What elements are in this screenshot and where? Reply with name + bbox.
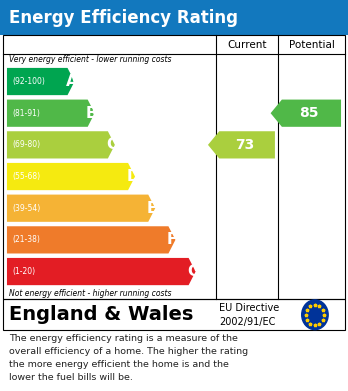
Text: EU Directive
2002/91/EC: EU Directive 2002/91/EC xyxy=(219,303,279,327)
Text: Potential: Potential xyxy=(288,39,334,50)
Polygon shape xyxy=(208,131,275,158)
Text: B: B xyxy=(86,106,97,121)
Text: C: C xyxy=(106,137,117,152)
Text: (55-68): (55-68) xyxy=(12,172,40,181)
Text: (81-91): (81-91) xyxy=(12,109,40,118)
Text: Current: Current xyxy=(227,39,267,50)
Bar xyxy=(3,35,345,299)
Bar xyxy=(3,299,345,330)
Text: The energy efficiency rating is a measure of the
overall efficiency of a home. T: The energy efficiency rating is a measur… xyxy=(9,334,248,382)
Polygon shape xyxy=(7,195,155,222)
Text: (21-38): (21-38) xyxy=(12,235,40,244)
Bar xyxy=(0,0,348,35)
Text: F: F xyxy=(167,232,177,248)
Text: 85: 85 xyxy=(300,106,319,120)
Text: (1-20): (1-20) xyxy=(12,267,35,276)
Text: Very energy efficient - lower running costs: Very energy efficient - lower running co… xyxy=(9,55,171,65)
Polygon shape xyxy=(271,100,341,127)
Text: England & Wales: England & Wales xyxy=(9,305,193,324)
Text: (39-54): (39-54) xyxy=(12,204,40,213)
Text: (69-80): (69-80) xyxy=(12,140,40,149)
Text: E: E xyxy=(147,201,157,216)
Text: G: G xyxy=(187,264,199,279)
Text: D: D xyxy=(126,169,139,184)
Text: Not energy efficient - higher running costs: Not energy efficient - higher running co… xyxy=(9,289,171,298)
Polygon shape xyxy=(7,258,196,285)
Text: (92-100): (92-100) xyxy=(12,77,45,86)
Polygon shape xyxy=(7,163,135,190)
Circle shape xyxy=(302,300,328,330)
Text: Energy Efficiency Rating: Energy Efficiency Rating xyxy=(9,9,238,27)
Polygon shape xyxy=(7,68,74,95)
Text: 73: 73 xyxy=(235,138,254,152)
Polygon shape xyxy=(7,131,115,158)
Text: A: A xyxy=(66,74,78,89)
Polygon shape xyxy=(7,226,175,253)
Polygon shape xyxy=(7,100,95,127)
